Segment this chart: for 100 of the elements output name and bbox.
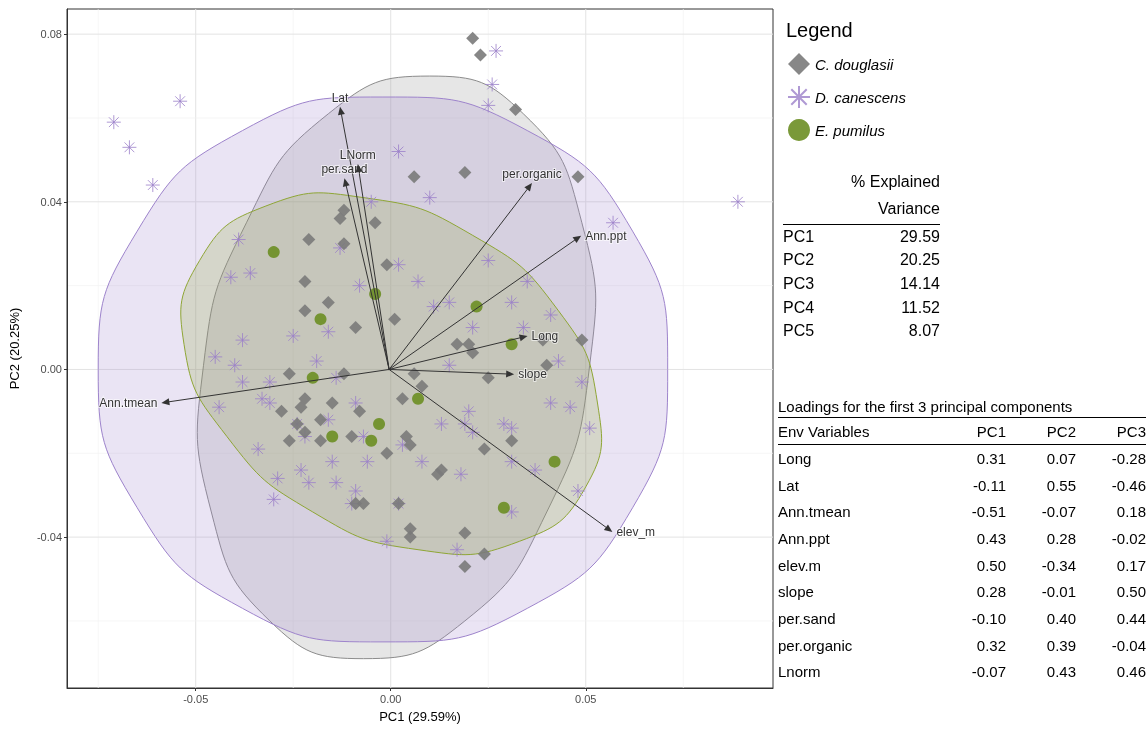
text: PC1 [975, 422, 1006, 440]
legend-label: D. canescens [815, 88, 907, 106]
category-label: Ann.tmean [778, 503, 852, 521]
point [458, 165, 472, 179]
data-label: -0.04 [1110, 636, 1146, 654]
point [548, 455, 561, 468]
point [314, 434, 328, 448]
category-label: PC1 [783, 227, 815, 246]
data-label: 0.40 [1045, 609, 1076, 627]
point [403, 438, 417, 452]
point [345, 430, 359, 444]
point [353, 404, 367, 418]
x-tick-label: 0.00 [380, 692, 402, 705]
point [415, 379, 429, 393]
text: % Explained Variance [850, 172, 940, 219]
data-label: 0.50 [1115, 583, 1146, 601]
category-label: Lat [778, 476, 800, 494]
y-tick-label: 0.08 [40, 28, 62, 41]
text: PC3 [1115, 422, 1146, 440]
point [349, 321, 363, 335]
data-label: -0.07 [1040, 503, 1076, 521]
text: PC2 [1045, 422, 1076, 440]
point [337, 237, 351, 251]
annotation: Ann.ppt [585, 228, 628, 243]
category-label: Long [778, 449, 813, 467]
legend-label: C. douglasii [815, 55, 895, 73]
annotation: elev_m [616, 524, 656, 539]
annotation: per.organic [502, 167, 562, 182]
point [497, 501, 510, 514]
data-label: 0.28 [975, 583, 1006, 601]
category-label: per.organic [778, 636, 854, 654]
data-label: -0.02 [1110, 529, 1146, 547]
x-tick-label: 0.05 [575, 692, 597, 705]
data-label: 0.44 [1115, 609, 1146, 627]
data-label: 0.18 [1115, 503, 1146, 521]
point [282, 434, 296, 448]
point [302, 233, 316, 247]
point [282, 367, 296, 381]
legend-title: Legend [786, 19, 853, 41]
data-label: 0.43 [1045, 663, 1076, 681]
point [314, 413, 328, 427]
point [314, 313, 327, 326]
annotation: slope [518, 367, 548, 382]
point [462, 337, 476, 351]
point [399, 430, 413, 444]
category-label: slope [778, 583, 815, 601]
point [373, 417, 386, 430]
point [298, 425, 312, 439]
data-label: -0.46 [1110, 476, 1146, 494]
point [356, 497, 370, 511]
point [434, 463, 448, 477]
data-label: 29.59 [899, 227, 940, 246]
data-label: -0.11 [971, 476, 1006, 494]
point [333, 212, 347, 226]
y-tick-label: 0.00 [40, 363, 62, 376]
point [481, 371, 495, 385]
y-axis-title: PC2 (20.25%) [7, 307, 22, 390]
point [294, 400, 308, 414]
data-label: -0.07 [970, 663, 1006, 681]
data-label: 0.50 [975, 556, 1006, 574]
category-label: PC4 [783, 298, 815, 317]
point [267, 246, 280, 259]
category-label: per.sand [778, 609, 837, 627]
data-label: -0.51 [970, 503, 1006, 521]
point [298, 392, 312, 406]
data-label: 0.07 [1045, 449, 1076, 467]
category-label: PC2 [783, 251, 815, 270]
point [407, 170, 421, 184]
x-tick-label: -0.05 [183, 692, 209, 705]
point [380, 258, 394, 272]
data-label: 0.17 [1115, 556, 1146, 574]
point [571, 170, 585, 184]
point [321, 295, 335, 309]
annotation: Lat [331, 90, 349, 105]
data-label: 0.32 [975, 636, 1006, 654]
point [505, 434, 519, 448]
data-label: 0.28 [1045, 529, 1076, 547]
data-label: 11.52 [901, 298, 940, 317]
data-label: -0.10 [970, 609, 1006, 627]
y-tick-label: 0.04 [40, 195, 62, 208]
legend-label: E. pumilus [815, 121, 886, 139]
point [450, 337, 464, 351]
point [298, 274, 312, 288]
point [412, 392, 425, 405]
point [575, 333, 589, 347]
point [325, 396, 339, 410]
data-label: 0.55 [1045, 476, 1076, 494]
data-label: 0.43 [975, 529, 1006, 547]
point [458, 526, 472, 540]
point [473, 48, 487, 62]
data-label: 14.14 [899, 274, 940, 293]
annotation: Long [531, 329, 559, 344]
text: Loadings for the first 3 principal components [778, 398, 1146, 418]
point [466, 31, 480, 45]
data-label: 0.39 [1045, 636, 1076, 654]
data-label: -0.34 [1040, 556, 1076, 574]
data-label: 8.07 [908, 322, 940, 341]
category-label: PC3 [783, 274, 815, 293]
point [337, 203, 351, 217]
point [275, 404, 289, 418]
